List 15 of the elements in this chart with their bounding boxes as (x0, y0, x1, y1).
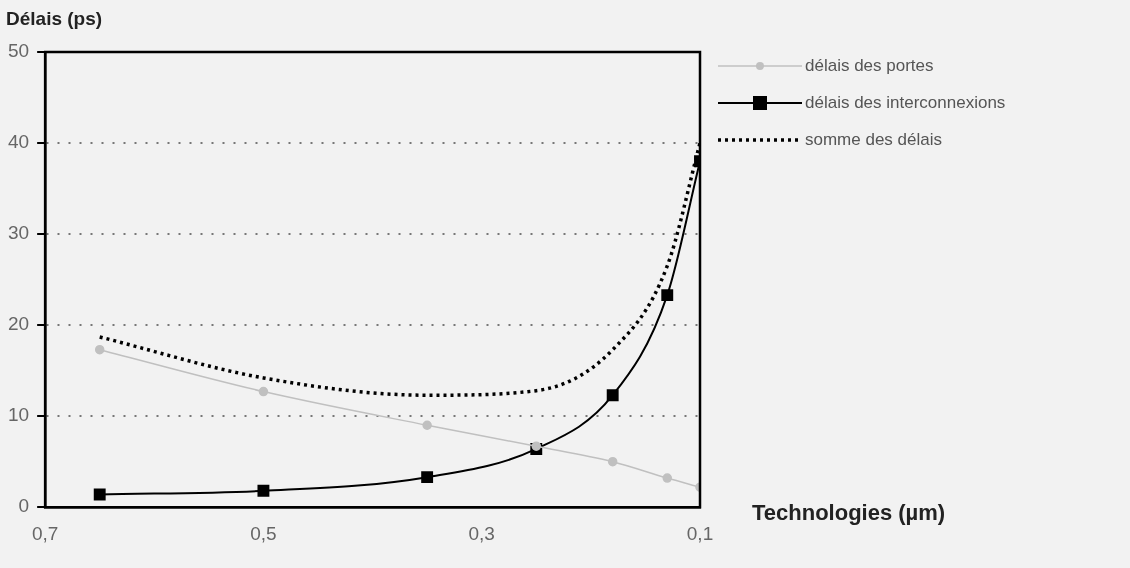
y-tick-label: 40 (7, 131, 30, 153)
legend-label: délais des interconnexions (805, 92, 1006, 112)
x-tick-label: 0,3 (468, 522, 495, 544)
x-tick-label: 0,1 (686, 522, 714, 544)
legend-label: somme des délais (805, 129, 943, 149)
x-tick-label: 0,5 (250, 522, 277, 544)
y-tick-label: 0 (18, 495, 30, 517)
legend-label: délais des portes (805, 55, 934, 75)
y-axis-title: Délais (ps) (6, 8, 103, 30)
y-tick-label: 10 (7, 404, 30, 426)
y-tick-label: 20 (7, 313, 30, 335)
y-tick-label: 50 (7, 40, 30, 62)
x-axis-title: Technologies (µm) (752, 500, 946, 526)
x-tick-label: 0,7 (31, 522, 59, 544)
y-tick-label: 30 (7, 222, 30, 244)
